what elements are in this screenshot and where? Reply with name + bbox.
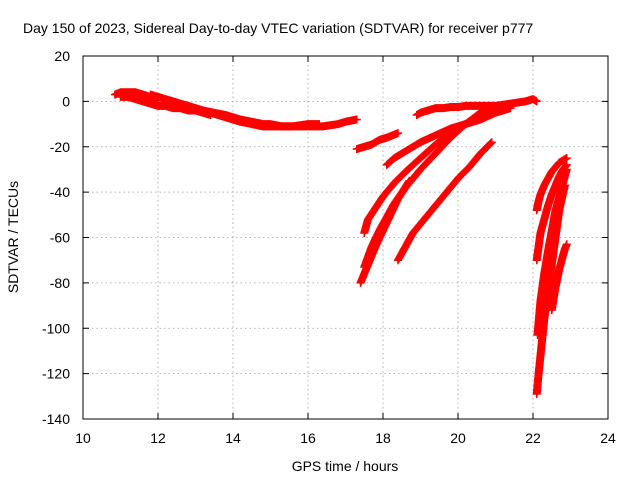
y-tick-label: -40 xyxy=(50,184,70,200)
data-point xyxy=(532,97,541,106)
y-tick-label: -20 xyxy=(50,139,70,155)
data-point xyxy=(560,181,569,190)
chart-title: Day 150 of 2023, Sidereal Day-to-day VTE… xyxy=(23,20,533,36)
y-tick-label: -120 xyxy=(42,366,70,382)
x-tick-label: 16 xyxy=(300,430,316,446)
series-arc-11 xyxy=(532,160,571,265)
y-axis-label: SDTVAR / TECUs xyxy=(5,181,21,293)
series-arc-9 xyxy=(499,95,541,110)
data-point xyxy=(486,139,495,148)
data-point xyxy=(486,139,495,148)
series-arc-6 xyxy=(360,101,500,271)
y-tick-label: -140 xyxy=(42,411,70,427)
y-tick-label: -60 xyxy=(50,230,70,246)
y-tick-label: -80 xyxy=(50,275,70,291)
x-tick-label: 20 xyxy=(450,430,466,446)
y-tick-labels: -140 -120 -100 -80 -60 -40 -20 0 20 xyxy=(42,48,70,427)
series-arc-14 xyxy=(547,240,571,315)
series-arc-3 xyxy=(352,129,402,154)
series-arc-13 xyxy=(532,181,569,399)
series-arc-1d xyxy=(172,99,324,131)
data-point xyxy=(491,101,500,110)
series-arc-7 xyxy=(356,176,414,287)
x-tick-label: 10 xyxy=(75,430,91,446)
data-point xyxy=(562,154,571,163)
axis-ticks xyxy=(82,55,609,420)
data-point xyxy=(562,165,571,174)
y-tick-label: 0 xyxy=(62,93,70,109)
data-point xyxy=(562,240,571,249)
y-tick-label: -100 xyxy=(42,320,70,336)
y-tick-label: 20 xyxy=(54,48,70,64)
data-point xyxy=(394,129,402,138)
x-tick-label: 22 xyxy=(525,430,541,446)
x-axis-label: GPS time / hours xyxy=(292,458,399,474)
x-tick-label: 14 xyxy=(225,430,241,446)
data-point xyxy=(315,120,324,129)
x-tick-labels: 10 12 14 16 18 20 22 24 xyxy=(75,430,616,446)
x-tick-label: 24 xyxy=(600,430,616,446)
data-points xyxy=(110,88,571,399)
series-arc-10 xyxy=(532,154,571,215)
data-point xyxy=(352,115,361,124)
data-point xyxy=(487,138,496,147)
x-tick-label: 12 xyxy=(150,430,166,446)
x-tick-label: 18 xyxy=(375,430,391,446)
grid xyxy=(83,56,608,419)
data-point xyxy=(405,176,414,185)
series-arc-8 xyxy=(394,138,496,265)
